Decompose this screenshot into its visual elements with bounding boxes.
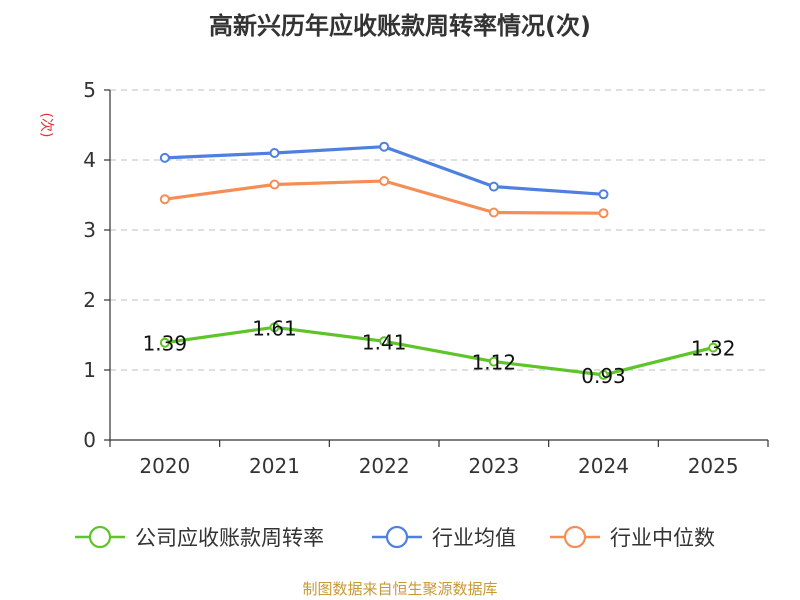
- legend: 公司应收账款周转率 行业均值 行业中位数: [75, 525, 715, 550]
- x-tick-label-2024: 2024: [578, 454, 629, 478]
- legend-label-1: 行业均值: [432, 526, 516, 550]
- data-labels: 1.39 1.61 1.41 1.12 0.93 1.32: [143, 316, 736, 388]
- series-line-0: [164, 325, 714, 377]
- point-2-2024: [598, 208, 609, 219]
- legend-marker-1: [385, 525, 409, 549]
- x-tick-label-2020: 2020: [139, 454, 190, 478]
- point-0-2021: [269, 322, 280, 333]
- gridlines: [110, 89, 768, 371]
- point-2-2021: [269, 179, 280, 190]
- data-label-2025: 1.32: [691, 337, 736, 361]
- x-tick-label-2025: 2025: [688, 454, 739, 478]
- x-tick-label-2022: 2022: [359, 454, 410, 478]
- point-0-2025: [708, 342, 719, 353]
- series-line-1: [164, 145, 604, 196]
- y-tick-label-3: 3: [83, 218, 96, 242]
- point-1-2021: [269, 148, 280, 158]
- point-1-2022: [379, 141, 390, 152]
- source-note: 制图数据来自恒生聚源数据库: [302, 580, 498, 598]
- point-1-2024: [598, 189, 609, 200]
- point-1-2020: [159, 152, 170, 163]
- point-0-2022: [379, 336, 390, 347]
- legend-item-2: 行业中位数: [550, 525, 715, 550]
- y-tick-label-0: 0: [83, 428, 96, 452]
- y-tick-label-4: 4: [83, 148, 96, 172]
- legend-marker-0: [88, 525, 112, 549]
- data-label-2020: 1.39: [143, 332, 188, 356]
- legend-item-1: 行业均值: [372, 525, 516, 550]
- point-0-2020: [159, 337, 170, 348]
- point-2-2022: [379, 176, 390, 186]
- legend-label-0: 公司应收账款周转率: [135, 526, 324, 550]
- point-0-2023: [488, 356, 499, 367]
- y-tick-label-1: 1: [83, 358, 96, 382]
- axes: [104, 89, 769, 447]
- legend-marker-2: [563, 525, 587, 549]
- legend-item-0: 公司应收账款周转率: [75, 525, 324, 550]
- point-2-2020: [159, 194, 170, 205]
- data-label-2022: 1.41: [362, 330, 407, 354]
- y-axis-label: (次): [38, 113, 54, 138]
- point-0-2024: [598, 369, 609, 380]
- x-tick-label-2023: 2023: [468, 454, 519, 478]
- data-label-2024: 0.93: [581, 364, 626, 388]
- data-label-2021: 1.61: [252, 316, 297, 340]
- x-tick-labels: 2020 2021 2022 2023 2024 2025: [139, 454, 738, 478]
- point-1-2023: [488, 181, 499, 192]
- chart-title: 高新兴历年应收账款周转率情况(次): [209, 12, 591, 40]
- y-tick-label-2: 2: [83, 288, 96, 312]
- legend-label-2: 行业中位数: [610, 526, 715, 550]
- x-tick-label-2021: 2021: [249, 454, 300, 478]
- point-2-2023: [488, 207, 499, 218]
- series-lines: [159, 141, 719, 380]
- data-label-2023: 1.12: [472, 351, 517, 375]
- y-tick-label-5: 5: [83, 78, 96, 102]
- y-tick-labels: 0 1 2 3 4 5: [83, 78, 96, 452]
